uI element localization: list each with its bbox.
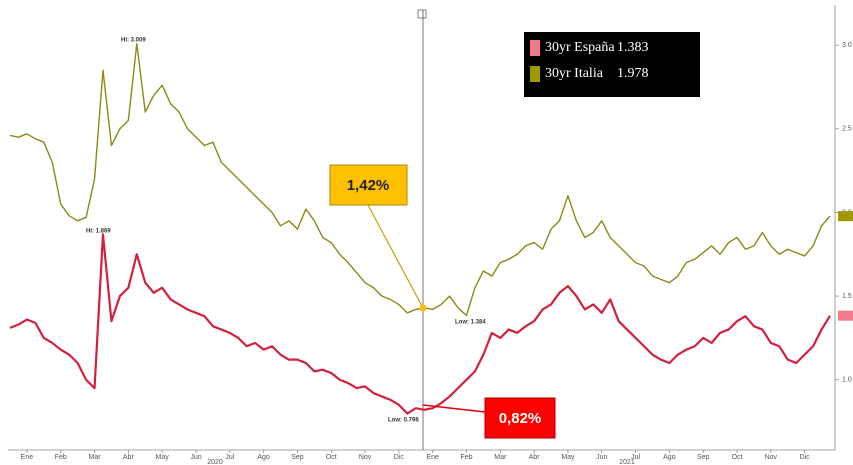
x-tick-label: Jul: [631, 454, 640, 461]
legend-value: 1.978: [617, 66, 649, 81]
year-label: 2021: [619, 459, 635, 465]
end-tag: [838, 211, 853, 222]
x-tick-label: Mar: [89, 454, 102, 461]
callout-text: 0,82%: [499, 410, 542, 427]
x-tick-label: May: [561, 454, 575, 461]
y-tick-label: 1.0: [842, 377, 852, 384]
annotation: Hi: 1.869: [86, 229, 111, 235]
legend-label: 30yr España: [545, 40, 615, 55]
cursor-icon: [417, 9, 427, 19]
callout-text: 1,42%: [347, 177, 390, 194]
x-tick-label: Dic: [394, 454, 405, 461]
x-tick-label: Feb: [55, 454, 67, 461]
x-tick-label: Sep: [697, 454, 710, 461]
x-tick-label: Abr: [529, 454, 541, 461]
x-tick-label: Oct: [732, 454, 743, 461]
callout-box: [329, 164, 408, 206]
annotation: Low: 0.798: [388, 418, 419, 424]
x-tick-label: Oct: [326, 454, 337, 461]
legend: [524, 32, 700, 97]
x-tick-label: Nov: [359, 454, 372, 461]
annotation: Low: 1.384: [455, 320, 486, 326]
x-tick-label: Ago: [257, 454, 270, 461]
x-tick-label: Jun: [596, 454, 607, 461]
x-tick-label: Jun: [190, 454, 201, 461]
x-tick-label: Feb: [460, 454, 472, 461]
x-tick-label: Dic: [800, 454, 811, 461]
series-line: [9, 233, 831, 415]
x-tick-label: Sep: [291, 454, 304, 461]
callout-leader: [422, 404, 486, 413]
legend-value: 1.383: [617, 40, 649, 55]
x-tick-label: May: [156, 454, 170, 461]
annotation: Hi: 3.009: [121, 38, 146, 44]
legend-swatch: [530, 66, 540, 82]
callout-box: [484, 397, 556, 439]
x-tick-label: Ene: [21, 454, 34, 461]
legend-label: 30yr Italia: [545, 66, 604, 81]
callout-marker: [420, 305, 426, 311]
x-tick-label: Mar: [494, 454, 507, 461]
x-tick-label: Abr: [123, 454, 135, 461]
callout-leader: [367, 204, 424, 309]
year-label: 2020: [207, 459, 223, 465]
end-tag: [838, 310, 853, 321]
x-tick-label: Jul: [225, 454, 234, 461]
legend-swatch: [530, 40, 540, 56]
x-tick-label: Ene: [426, 454, 439, 461]
y-tick-label: 3.0: [842, 42, 852, 49]
x-tick-label: Ago: [663, 454, 676, 461]
x-tick-label: Nov: [765, 454, 778, 461]
y-tick-label: 2.5: [842, 126, 852, 133]
y-tick-label: 1.5: [842, 293, 852, 300]
